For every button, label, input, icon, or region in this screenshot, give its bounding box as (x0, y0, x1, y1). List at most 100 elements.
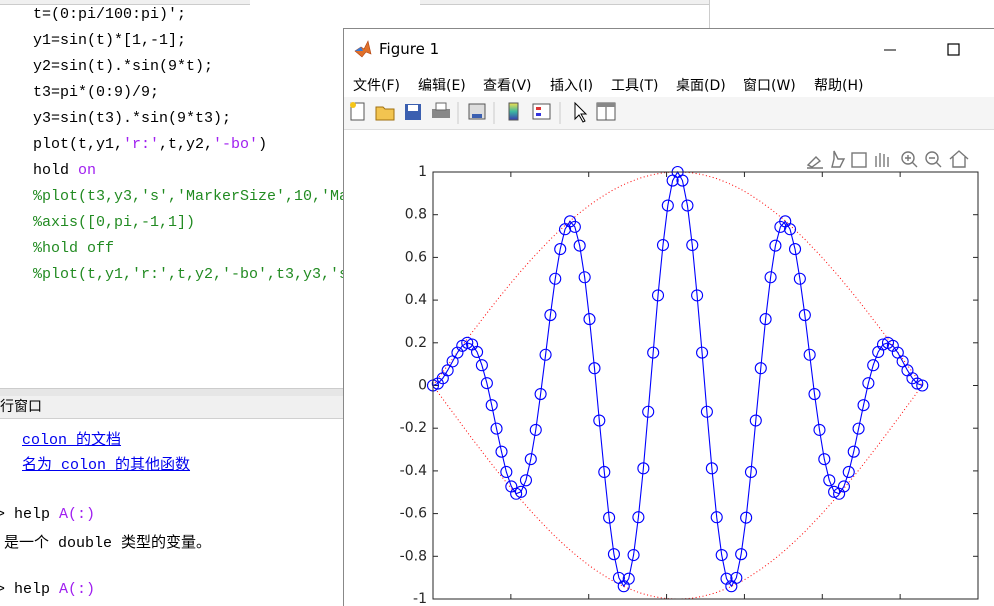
marker (749, 414, 762, 427)
splitter (0, 388, 343, 397)
marker (696, 346, 709, 359)
zoom-in-icon[interactable] (901, 151, 915, 165)
command-line: 是一个 double 类型的变量。 (4, 531, 211, 552)
y-tick-label: 0.6 (405, 249, 427, 265)
marker (798, 308, 811, 322)
marker (681, 199, 694, 212)
menu-bar: 文件(F) 编辑(E) 查看(V) 插入(I) 工具(T) 桌面(D) 窗口(W) 帮助(H) (344, 71, 994, 97)
marker (495, 445, 508, 458)
marker (710, 511, 723, 524)
toolbar (344, 97, 994, 130)
code-token: ) (258, 136, 268, 153)
code-token: '-bo' (213, 136, 259, 153)
marker (700, 405, 713, 418)
code-token: t3=pi*(0:9)/9; (33, 84, 160, 101)
divider (709, 0, 710, 30)
menu-item[interactable]: 帮助(H) (814, 78, 864, 94)
menu-item[interactable]: 桌面(D) (676, 78, 726, 94)
marker (876, 338, 890, 351)
marker (539, 348, 552, 361)
code-token: %plot(t,y1,'r:',t,y2,'-bo',t3,y3,'s (33, 266, 349, 283)
code-token: 'r:' (123, 136, 160, 153)
marker (588, 362, 601, 375)
marker (828, 485, 841, 498)
marker (598, 465, 611, 479)
code-token: hold (33, 162, 79, 179)
command-window: colon 的文档 名为 colon 的其他函数 > help A(:) 是一个 do… (0, 419, 343, 606)
code-token: y1=sin(t)*[1,-1]; (33, 32, 187, 49)
command-token: > help (0, 506, 60, 523)
pan-icon[interactable] (875, 153, 889, 167)
code-line: y3=sin(t3).*sin(9*t3); (33, 110, 231, 127)
marker (676, 174, 689, 187)
export-icon[interactable] (851, 152, 867, 168)
menu-item[interactable]: 工具(T) (611, 78, 659, 94)
property-icon[interactable] (596, 102, 616, 121)
link-icon[interactable] (468, 103, 486, 120)
code-line: %axis([0,pi,-1,1]) (33, 214, 195, 231)
series-line (432, 171, 923, 386)
marker (642, 405, 655, 418)
menu-item[interactable]: 窗口(W) (743, 78, 796, 94)
print-icon[interactable] (432, 102, 450, 118)
y-tick-label: 0.4 (405, 292, 427, 308)
marker (461, 336, 474, 349)
marker (818, 453, 831, 466)
new-icon[interactable] (350, 102, 365, 121)
axes-box (432, 171, 979, 600)
y-tick-label: 0.2 (405, 335, 427, 351)
marker (769, 239, 782, 252)
code-token: t=(0:pi/100:pi)'; (33, 6, 187, 23)
matlab-icon (354, 40, 372, 58)
open-icon[interactable] (375, 106, 395, 121)
legend-icon[interactable] (532, 103, 551, 120)
marker (764, 271, 777, 284)
y-tick-label: -0.4 (400, 463, 427, 479)
marker (647, 346, 660, 359)
marker (593, 414, 606, 427)
doc-link[interactable]: colon 的文档 (22, 432, 122, 449)
marker (637, 462, 650, 475)
marker (554, 243, 567, 256)
code-line: hold on (33, 162, 96, 179)
menu-item[interactable]: 插入(I) (550, 78, 594, 94)
marker (867, 359, 880, 372)
zoom-out-icon[interactable] (925, 151, 939, 165)
marker (793, 272, 806, 285)
data-tips-icon[interactable] (831, 150, 846, 168)
code-token: on (78, 162, 97, 179)
marker (847, 445, 860, 458)
colorbar-icon[interactable] (508, 102, 519, 121)
menu-item[interactable]: 文件(F) (353, 78, 400, 94)
marker (475, 359, 488, 372)
marker (568, 220, 581, 233)
code-token: %hold off (33, 240, 115, 257)
marker (744, 465, 758, 479)
axes-toolbar (806, 150, 969, 169)
marker (759, 313, 772, 326)
marker (514, 485, 528, 498)
menu-item[interactable]: 编辑(E) (418, 78, 466, 94)
marker (583, 313, 596, 326)
command-token: 是一个 double 类型的变量。 (4, 535, 212, 552)
y-tick-label: 0 (418, 378, 427, 394)
y-tick-label: -0.2 (400, 420, 427, 436)
marker (603, 511, 616, 524)
marker (519, 474, 533, 487)
window-controls[interactable] (884, 41, 994, 61)
save-icon[interactable] (405, 104, 421, 120)
marker (808, 387, 821, 401)
code-token: %plot(t3,y3,'s','MarkerSize',10,'Ma (33, 188, 349, 205)
menu-item[interactable]: 查看(V) (483, 78, 532, 94)
doc-link[interactable]: 名为 colon 的其他函数 (22, 457, 191, 474)
home-icon[interactable] (949, 150, 969, 168)
marker (607, 548, 620, 561)
pointer-icon[interactable] (574, 101, 588, 123)
marker (485, 399, 498, 412)
brush-icon[interactable] (806, 156, 823, 169)
marker (705, 462, 718, 475)
code-line: t3=pi*(0:9)/9; (33, 84, 159, 101)
marker (651, 289, 665, 302)
marker (549, 272, 562, 285)
